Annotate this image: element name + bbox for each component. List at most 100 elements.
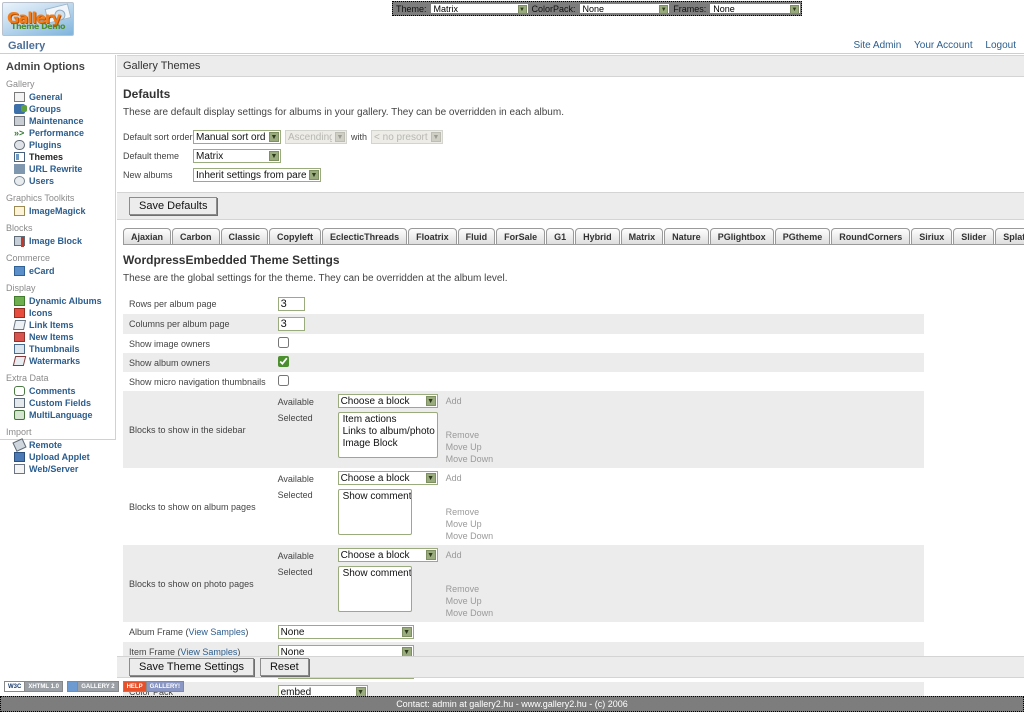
badge-xhtml[interactable]: W3C XHTML 1.0 (4, 681, 63, 692)
cols-per-page-input[interactable] (277, 317, 305, 331)
sidebar-available-select[interactable]: Choose a block (337, 394, 438, 408)
badge-help-gallery[interactable]: HELP GALLERY! (122, 681, 185, 692)
sidebar-item-groups[interactable]: Groups (6, 103, 115, 115)
tab-carbon[interactable]: Carbon (172, 228, 220, 244)
tab-hybrid[interactable]: Hybrid (575, 228, 620, 244)
album-frame-view-samples-link[interactable]: View Samples (188, 627, 246, 637)
sidebar-item-maintenance[interactable]: Maintenance (6, 115, 115, 127)
sidebar-movedown-button[interactable]: Move Down (445, 454, 494, 464)
sidebar-item-thumbnails[interactable]: Thumbnails (6, 343, 115, 355)
photo-remove-button[interactable]: Remove (445, 584, 480, 594)
item-frame-view-samples-link[interactable]: View Samples (180, 647, 238, 657)
tab-siriux[interactable]: Siriux (911, 228, 953, 244)
tab-splatbang[interactable]: Splatbang (995, 228, 1024, 244)
default-sort-order-select-wrap[interactable]: Manual sort order ▼ (193, 130, 281, 144)
sidebar-item-link-items[interactable]: Link Items (6, 319, 115, 331)
album-movedown-button[interactable]: Move Down (445, 531, 494, 541)
tab-floatrix[interactable]: Floatrix (408, 228, 457, 244)
show-image-owners-checkbox[interactable] (277, 337, 289, 348)
sidebar-remove-button[interactable]: Remove (445, 430, 480, 440)
album-moveup-button[interactable]: Move Up (445, 519, 482, 529)
save-defaults-button[interactable]: Save Defaults (129, 197, 218, 215)
album-frame-select[interactable]: None (277, 625, 414, 639)
sidebar-item-url-rewrite[interactable]: URL Rewrite (6, 163, 115, 175)
sidebar-item-dynamic-albums[interactable]: Dynamic Albums (6, 295, 115, 307)
link-your-account[interactable]: Your Account (914, 40, 973, 51)
new-albums-select[interactable]: Inherit settings from parent album (193, 168, 321, 182)
link-site-admin[interactable]: Site Admin (853, 40, 902, 51)
sidebar-item-watermarks[interactable]: Watermarks (6, 355, 115, 367)
tab-ajaxian[interactable]: Ajaxian (123, 228, 172, 244)
theme-bar-frames-select[interactable]: None ▼ (709, 3, 801, 14)
sidebar-item-upload-applet[interactable]: Upload Applet (6, 451, 115, 463)
album-available-select-wrap[interactable]: Choose a block ▼ (337, 471, 438, 485)
sidebar-item-remote[interactable]: Remote (6, 438, 115, 452)
sidebar-selected-list[interactable]: Item actions Links to album/photo peers … (337, 412, 438, 458)
tab-eclecticthreads[interactable]: EclecticThreads (322, 228, 408, 244)
sidebar-available-select-wrap[interactable]: Choose a block ▼ (337, 394, 438, 408)
breadcrumb[interactable]: Gallery (8, 40, 46, 52)
show-micro-nav-checkbox[interactable] (277, 375, 289, 386)
sort-direction-select-wrap[interactable]: Ascending ▼ (285, 130, 347, 144)
sidebar-item-web-server[interactable]: Web/Server (6, 463, 115, 475)
item-frame-select[interactable]: None (277, 645, 414, 659)
album-remove-button[interactable]: Remove (445, 507, 480, 517)
tab-forsale[interactable]: ForSale (496, 228, 546, 244)
album-selected-list[interactable]: Show comments (337, 489, 412, 535)
photo-add-button[interactable]: Add (445, 550, 462, 560)
save-defaults-bar: Save Defaults (117, 192, 1024, 220)
album-frame-select-wrap[interactable]: None ▼ (277, 625, 414, 639)
gallery-logo[interactable]: Gallery Theme Demo (2, 2, 74, 36)
sidebar-item-ecard[interactable]: eCard (6, 265, 115, 277)
album-available-select[interactable]: Choose a block (337, 471, 438, 485)
sidebar-item-general[interactable]: General (6, 91, 115, 103)
tab-pglightbox[interactable]: PGlightbox (709, 228, 774, 244)
default-theme-select-wrap[interactable]: Matrix ▼ (193, 149, 281, 163)
sidebar-item-comments[interactable]: Comments (6, 385, 115, 397)
sidebar-item-imagemagick[interactable]: ImageMagick (6, 205, 115, 217)
link-logout[interactable]: Logout (985, 40, 1016, 51)
presort-select-wrap[interactable]: < no presort > ▼ (371, 130, 444, 144)
sidebar-item-icons[interactable]: Icons (6, 307, 115, 319)
sort-direction-select[interactable]: Ascending (285, 130, 347, 144)
item-frame-select-wrap[interactable]: None ▼ (277, 645, 414, 659)
sidebar-item-multilanguage[interactable]: MultiLanguage (6, 409, 115, 421)
save-theme-settings-button[interactable]: Save Theme Settings (129, 658, 254, 676)
theme-bar-theme-select[interactable]: Matrix ▼ (429, 3, 529, 14)
theme-bar-colorpack-select[interactable]: None ▼ (578, 3, 671, 14)
tab-roundcorners[interactable]: RoundCorners (831, 228, 911, 244)
sidebar-item-plugins[interactable]: Plugins (6, 139, 115, 151)
badge-gallery2[interactable]: GALLERY 2 (66, 681, 119, 692)
sidebar-item-performance[interactable]: »> Performance (6, 127, 115, 139)
tab-g1[interactable]: G1 (546, 228, 575, 244)
tab-copyleft[interactable]: Copyleft (269, 228, 322, 244)
sidebar-moveup-button[interactable]: Move Up (445, 442, 482, 452)
reset-button[interactable]: Reset (259, 658, 309, 676)
sidebar-item-custom-fields[interactable]: Custom Fields (6, 397, 115, 409)
photo-available-select[interactable]: Choose a block (337, 548, 438, 562)
album-add-button[interactable]: Add (445, 473, 462, 483)
tab-slider[interactable]: Slider (953, 228, 995, 244)
photo-moveup-button[interactable]: Move Up (445, 596, 482, 606)
sidebar-item-themes[interactable]: Themes (6, 151, 115, 163)
sidebar-group-display: Display (6, 283, 36, 293)
tab-fluid[interactable]: Fluid (457, 228, 496, 244)
dynamic-albums-icon (14, 296, 25, 306)
show-album-owners-checkbox[interactable] (277, 356, 289, 367)
default-sort-order-select[interactable]: Manual sort order (193, 130, 281, 144)
tab-classic[interactable]: Classic (220, 228, 269, 244)
sidebar-item-image-block[interactable]: Image Block (6, 235, 115, 247)
presort-select[interactable]: < no presort > (371, 130, 444, 144)
new-albums-select-wrap[interactable]: Inherit settings from parent album ▼ (193, 168, 321, 182)
tab-pgtheme[interactable]: PGtheme (774, 228, 831, 244)
rows-per-page-input[interactable] (277, 297, 305, 311)
tab-matrix[interactable]: Matrix (620, 228, 664, 244)
sidebar-item-new-items[interactable]: New Items (6, 331, 115, 343)
photo-movedown-button[interactable]: Move Down (445, 608, 494, 618)
default-theme-select[interactable]: Matrix (193, 149, 281, 163)
sidebar-add-button[interactable]: Add (445, 396, 462, 406)
tab-nature[interactable]: Nature (664, 228, 709, 244)
photo-available-select-wrap[interactable]: Choose a block ▼ (337, 548, 438, 562)
photo-selected-list[interactable]: Show comments (337, 566, 412, 612)
sidebar-item-users[interactable]: Users (6, 175, 115, 187)
